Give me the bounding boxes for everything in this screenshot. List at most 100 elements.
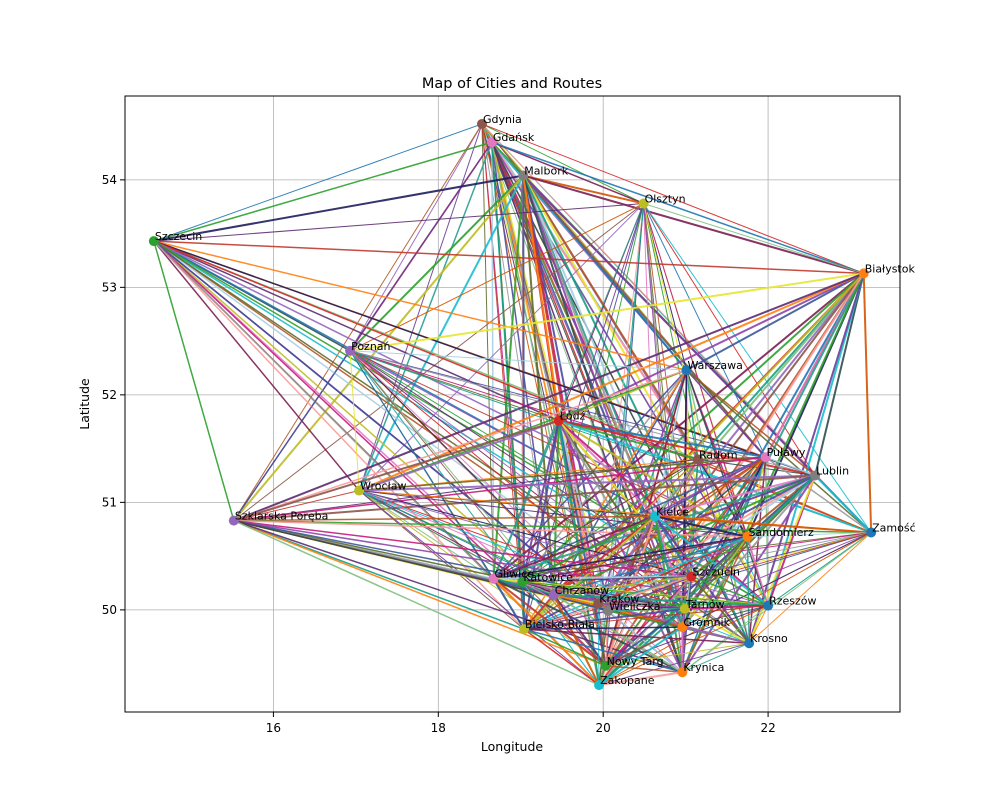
route-line (643, 203, 767, 458)
route-line (605, 626, 683, 667)
city-point (228, 515, 239, 526)
route-line (233, 419, 559, 522)
route-line (691, 575, 769, 607)
city-point (858, 268, 869, 279)
y-axis-label: Latitude (77, 378, 92, 430)
route-line (522, 175, 555, 595)
city-label: Tarnów (685, 598, 725, 611)
route-line (746, 536, 769, 606)
route-line (767, 273, 865, 606)
route-line (153, 123, 483, 242)
route-line (153, 203, 644, 242)
route-line (605, 665, 683, 673)
city-point (744, 638, 755, 649)
city-point (354, 485, 365, 496)
route-line (153, 240, 692, 578)
route-line (684, 536, 749, 610)
route-line (358, 272, 865, 492)
city-label: Gdynia (483, 113, 522, 126)
city-labels: Gdynia Gdańsk Malbork Olsztyn Szczecin Białys… (155, 113, 916, 687)
route-line (359, 474, 816, 492)
route-line (682, 626, 750, 645)
city-point (476, 118, 487, 129)
route-line (233, 519, 606, 667)
route-line (491, 142, 600, 686)
y-tick-label: 54 (102, 173, 117, 187)
route-line (153, 174, 524, 243)
route-line (553, 531, 872, 596)
city-point (519, 624, 530, 635)
route-line (492, 577, 600, 686)
route-line (349, 203, 644, 352)
route-line (233, 519, 600, 686)
route-line (350, 350, 687, 371)
route-line (521, 420, 560, 583)
route-line (748, 605, 769, 644)
route-line (684, 607, 750, 645)
route-line (522, 576, 692, 583)
route-line (233, 490, 360, 522)
route-line (558, 419, 699, 461)
route-line (558, 419, 766, 459)
city-label: Malbork (524, 165, 569, 178)
city-label: Rzeszów (769, 595, 816, 608)
axis-ticks: 16 18 20 22 50 51 52 53 54 (102, 173, 776, 735)
route-line (358, 141, 493, 491)
route-line (654, 272, 865, 517)
route-line (553, 515, 656, 596)
city-points (148, 118, 877, 691)
city-label: Radom (699, 448, 738, 461)
city-point (693, 454, 704, 465)
route-line (655, 515, 872, 534)
route-line (521, 581, 600, 686)
route-line (553, 593, 683, 674)
route-line (654, 515, 693, 578)
route-line (558, 419, 769, 607)
route-line (685, 369, 872, 534)
route-line (481, 123, 495, 579)
route-line (746, 536, 750, 644)
route-line (814, 273, 865, 476)
route-line (493, 536, 748, 580)
route-line (558, 419, 872, 534)
city-point (760, 452, 771, 463)
route-line (492, 578, 525, 630)
city-label: Kielce (656, 505, 689, 518)
route-line (605, 642, 750, 667)
city-label: Szczucin (692, 566, 740, 579)
route-line (685, 369, 816, 477)
city-point (677, 667, 688, 678)
route-line (358, 203, 644, 491)
y-tick-label: 52 (102, 388, 117, 402)
route-line (553, 593, 685, 610)
route-line (654, 516, 684, 673)
route-line (233, 350, 351, 521)
route-line (358, 419, 560, 492)
route-line (481, 123, 864, 274)
route-line (359, 490, 692, 578)
city-label: Gdańsk (493, 131, 535, 144)
x-tick-label: 20 (596, 721, 611, 735)
route-line (685, 272, 865, 372)
city-label: Warszawa (687, 359, 742, 372)
city-label: Poznań (351, 340, 390, 353)
route-line (233, 174, 524, 522)
route-line (598, 642, 750, 686)
route-line (552, 594, 607, 667)
route-line (481, 123, 644, 204)
city-label: Sandomierz (748, 526, 813, 539)
x-tick-label: 22 (760, 721, 775, 735)
city-label: Katowice (523, 571, 573, 584)
route-line (682, 605, 769, 628)
city-label: Szklarska Poręba (235, 510, 329, 523)
city-label: Łódź (559, 410, 586, 423)
route-line (597, 203, 645, 604)
route-line (233, 519, 872, 534)
route-line (493, 577, 683, 674)
route-line (233, 519, 692, 578)
route-line (553, 536, 748, 596)
city-point (650, 511, 661, 522)
route-line (233, 515, 656, 522)
city-point (810, 470, 821, 481)
